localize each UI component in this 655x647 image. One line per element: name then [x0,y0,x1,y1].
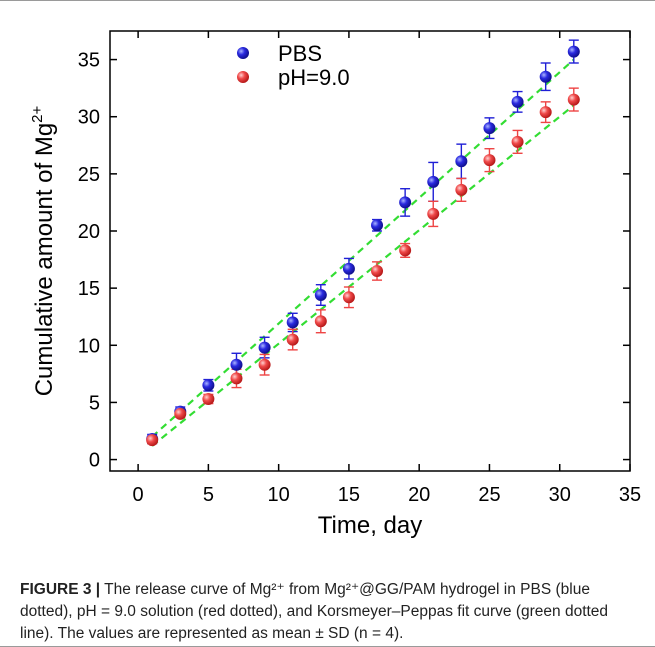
legend-label-pbs: PBS [278,41,322,66]
y-axis-label-main: Cumulative amount of Mg [31,123,58,396]
x-tick-label-10: 10 [268,484,290,506]
point-ph9-8 [371,265,384,277]
point-pbs-6 [314,289,327,301]
point-ph9-9 [399,244,412,257]
point-ph9-14 [539,106,552,119]
x-tick-label-20: 20 [408,484,430,506]
point-ph9-11 [455,183,468,196]
point-ph9-7 [342,291,355,304]
fit-line-1 [151,58,575,438]
point-pbs-3 [230,358,243,371]
point-pbs-5 [286,316,299,329]
point-ph9-1 [174,407,187,420]
point-ph9-3 [230,372,243,385]
point-pbs-10 [427,175,440,188]
point-pbs-8 [371,219,384,232]
point-pbs-14 [539,70,552,83]
x-tick-label-35: 35 [619,484,641,506]
point-ph9-5 [286,333,299,346]
y-tick-label-20: 20 [78,221,100,243]
figure-caption: FIGURE 3 | The release curve of Mg²⁺ fro… [20,579,645,645]
y-axis-label: Cumulative amount of Mg2+ [29,105,58,396]
y-tick-label-25: 25 [78,164,100,186]
legend-marker-pbs [237,47,249,59]
point-ph9-10 [427,207,440,220]
point-pbs-2 [202,379,215,392]
legend-label-ph9: pH=9.0 [278,65,350,90]
point-pbs-13 [511,95,524,108]
y-tick-label-15: 15 [78,278,100,300]
caption-label: FIGURE 3 | [20,581,101,598]
y-tick-label-5: 5 [89,392,100,414]
point-pbs-7 [342,262,355,275]
x-tick-label-5: 5 [203,484,214,506]
x-tick-label-15: 15 [338,484,360,506]
point-ph9-15 [567,93,580,106]
caption-text: The release curve of Mg²⁺ from Mg²⁺@GG/P… [20,581,609,642]
point-ph9-2 [202,393,215,405]
point-pbs-15 [567,45,580,58]
x-axis-label: Time, day [318,512,422,539]
x-tick-label-30: 30 [549,484,571,506]
release-curve-chart: 0 5 10 15 20 25 30 35 0 5 10 15 20 25 30 35 Time, day C… [29,30,641,539]
x-tick-label-25: 25 [478,484,500,506]
point-pbs-4 [258,341,271,354]
y-axis-label-superscript: 2+ [29,105,46,122]
fit-line-2 [151,104,575,447]
plot-frame [109,30,631,472]
point-ph9-13 [511,135,524,148]
y-tick-label-10: 10 [78,335,100,357]
point-ph9-6 [314,315,327,328]
y-tick-label-35: 35 [78,50,100,72]
point-pbs-11 [455,155,468,168]
y-tick-label-30: 30 [78,107,100,129]
legend-marker-ph9 [237,71,249,83]
point-ph9-0 [146,434,159,447]
point-pbs-9 [399,196,412,209]
point-ph9-12 [483,154,496,167]
point-pbs-12 [483,122,496,135]
x-tick-label-0: 0 [133,484,144,506]
y-tick-label-0: 0 [89,450,100,472]
point-ph9-4 [258,358,271,371]
